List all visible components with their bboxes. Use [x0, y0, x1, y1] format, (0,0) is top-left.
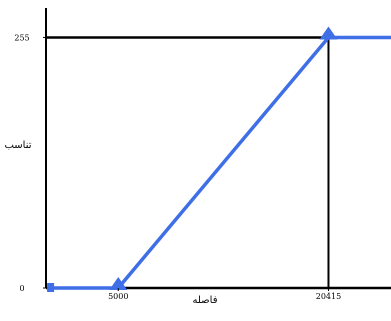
x-axis-label: فاصله: [193, 295, 218, 306]
triangle-marker: [109, 277, 128, 290]
x-tick-label: 5000: [108, 292, 128, 301]
x-tick-label: 20415: [316, 292, 341, 301]
x-axis-ticks: 5000 20415: [108, 288, 341, 301]
y-axis-label: تناسب: [4, 140, 31, 151]
y-tick-label: 0: [19, 284, 24, 293]
y-tick-label: 255: [14, 33, 29, 42]
y-axis-ticks: 0 255: [14, 33, 46, 293]
series-line: [50, 35, 391, 290]
triangle-marker: [319, 26, 338, 40]
square-marker: [47, 283, 55, 292]
plot-area: [45, 8, 391, 292]
